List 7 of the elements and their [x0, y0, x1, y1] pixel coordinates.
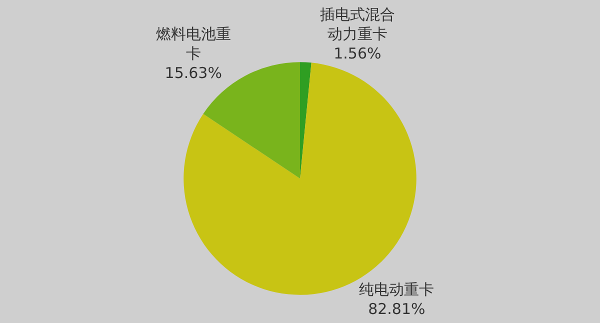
data-label: 15.63% — [164, 64, 222, 82]
pie-slice — [300, 62, 312, 178]
slice-label: 燃料电池重卡 — [156, 25, 231, 63]
data-label: 1.56% — [334, 44, 382, 62]
slice-label: 插电式混合动力重卡 — [320, 5, 395, 43]
data-label: 82.81% — [368, 300, 426, 318]
slice-label: 纯电动重卡 — [359, 280, 434, 298]
